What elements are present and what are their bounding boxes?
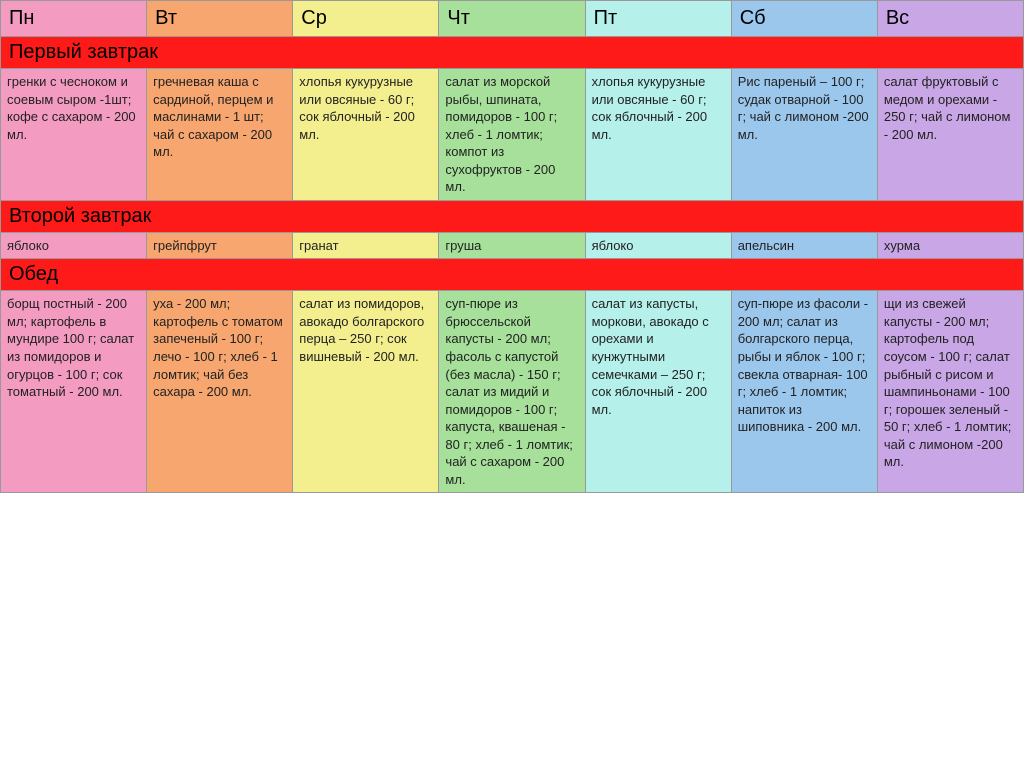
breakfast2-tue: грейпфрут: [147, 232, 293, 259]
row-breakfast1: гренки с чесноком и соевым сыром -1шт; к…: [1, 69, 1024, 201]
breakfast1-tue: гречневая каша с сардиной, перцем и масл…: [147, 69, 293, 201]
section-lunch-title: Обед: [1, 259, 1024, 291]
breakfast1-sun: салат фруктовый с медом и орехами - 250 …: [877, 69, 1023, 201]
day-wed: Ср: [293, 1, 439, 37]
day-mon: Пн: [1, 1, 147, 37]
day-sat: Сб: [731, 1, 877, 37]
section-breakfast2-title: Второй завтрак: [1, 200, 1024, 232]
breakfast2-sun: хурма: [877, 232, 1023, 259]
day-fri: Пт: [585, 1, 731, 37]
lunch-wed: салат из помидоров, авокадо болгарского …: [293, 291, 439, 493]
breakfast2-sat: апельсин: [731, 232, 877, 259]
lunch-thu: суп-пюре из брюссельской капусты - 200 м…: [439, 291, 585, 493]
row-lunch: борщ постный - 200 мл; картофель в мунди…: [1, 291, 1024, 493]
breakfast1-fri: хлопья кукурузные или овсяные - 60 г; со…: [585, 69, 731, 201]
section-breakfast1: Первый завтрак: [1, 37, 1024, 69]
lunch-mon: борщ постный - 200 мл; картофель в мунди…: [1, 291, 147, 493]
breakfast2-wed: гранат: [293, 232, 439, 259]
row-breakfast2: яблоко грейпфрут гранат груша яблоко апе…: [1, 232, 1024, 259]
day-tue: Вт: [147, 1, 293, 37]
day-sun: Вс: [877, 1, 1023, 37]
lunch-fri: салат из капусты, моркови, авокадо с оре…: [585, 291, 731, 493]
section-breakfast2: Второй завтрак: [1, 200, 1024, 232]
breakfast1-thu: салат из морской рыбы, шпината, помидоро…: [439, 69, 585, 201]
lunch-tue: уха - 200 мл; картофель с томатом запече…: [147, 291, 293, 493]
meal-plan-table: Пн Вт Ср Чт Пт Сб Вс Первый завтрак грен…: [0, 0, 1024, 493]
section-breakfast1-title: Первый завтрак: [1, 37, 1024, 69]
breakfast2-mon: яблоко: [1, 232, 147, 259]
day-thu: Чт: [439, 1, 585, 37]
days-header-row: Пн Вт Ср Чт Пт Сб Вс: [1, 1, 1024, 37]
lunch-sun: щи из свежей капусты - 200 мл; картофель…: [877, 291, 1023, 493]
section-lunch: Обед: [1, 259, 1024, 291]
breakfast2-thu: груша: [439, 232, 585, 259]
breakfast2-fri: яблоко: [585, 232, 731, 259]
breakfast1-mon: гренки с чесноком и соевым сыром -1шт; к…: [1, 69, 147, 201]
breakfast1-sat: Рис пареный – 100 г; судак отварной - 10…: [731, 69, 877, 201]
lunch-sat: суп-пюре из фасоли - 200 мл; салат из бо…: [731, 291, 877, 493]
breakfast1-wed: хлопья кукурузные или овсяные - 60 г; со…: [293, 69, 439, 201]
